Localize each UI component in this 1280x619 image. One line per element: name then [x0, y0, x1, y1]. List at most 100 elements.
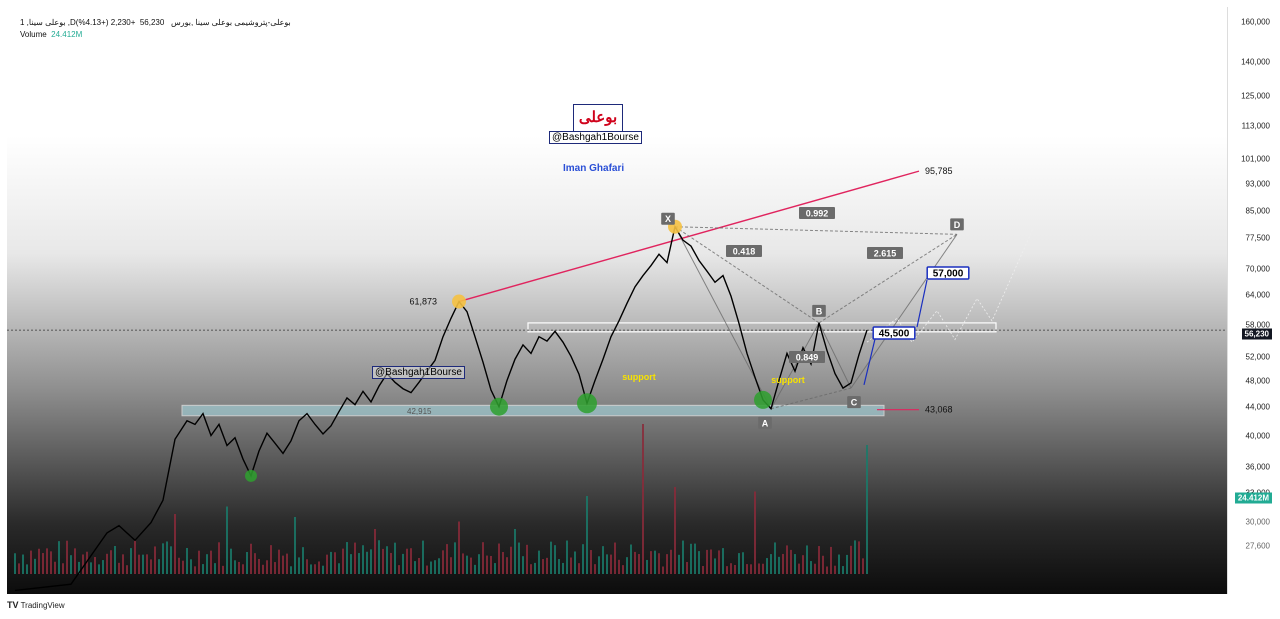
- handle-watermark-bottom: @Bashgah1Bourse: [372, 366, 465, 379]
- volume-bar: [474, 564, 476, 574]
- price-tick-label: 44,000: [1245, 402, 1270, 412]
- volume-bar: [102, 560, 104, 574]
- volume-bar: [738, 553, 740, 574]
- volume-bar: [782, 553, 784, 574]
- volume-bar: [150, 559, 152, 574]
- pivot-low-marker: [577, 393, 597, 414]
- volume-bar: [630, 544, 632, 574]
- volume-bar: [250, 543, 252, 574]
- vertex-a-label: A: [762, 418, 769, 428]
- volume-bar: [154, 546, 156, 574]
- volume-bar: [146, 554, 148, 574]
- support-label-right: support: [771, 375, 805, 385]
- volume-bar: [70, 555, 72, 574]
- ratio-bd-label-box: [867, 247, 903, 259]
- volume-bar: [198, 550, 200, 574]
- symbol-row: 1 ,بوعلی سینا ,Dبوعلی-پتروشیمی بوعلی سین…: [20, 17, 291, 29]
- volume-bar: [470, 557, 472, 574]
- volume-bar: [570, 557, 572, 574]
- volume-bar: [290, 566, 292, 574]
- volume-bar: [194, 566, 196, 574]
- volume-bar: [450, 557, 452, 574]
- volume-bar: [814, 563, 816, 574]
- volume-bar: [402, 553, 404, 574]
- volume-bar: [238, 561, 240, 574]
- pattern-ratio-xb: [674, 226, 820, 324]
- volume-bar: [74, 548, 76, 574]
- volume-bar: [690, 543, 692, 574]
- tradingview-brand[interactable]: TradingView: [20, 601, 65, 610]
- volume-bar: [770, 554, 772, 574]
- volume-bar: [746, 564, 748, 574]
- price-axis[interactable]: 160,000 140,000 125,000 113,000 101,000 93,00…: [1227, 7, 1274, 594]
- volume-bar: [726, 566, 728, 574]
- volume-bar: [518, 542, 520, 574]
- support-label-left: support: [622, 372, 656, 382]
- symbol-name[interactable]: 1 ,بوعلی سینا ,Dبوعلی-پتروشیمی بوعلی سین…: [20, 18, 291, 27]
- volume-bar: [634, 551, 636, 574]
- tradingview-logo: TV: [7, 600, 19, 610]
- volume-bar: [666, 554, 668, 574]
- volume-bar: [566, 540, 568, 574]
- volume-bar: [734, 564, 736, 574]
- volume-bar: [490, 555, 492, 574]
- volume-bar: [758, 563, 760, 574]
- volume-bar: [306, 559, 308, 574]
- volume-bar: [722, 548, 724, 574]
- volume-bar: [394, 542, 396, 574]
- volume-bar: [546, 557, 548, 574]
- volume-bar: [34, 558, 36, 574]
- volume-bar: [718, 550, 720, 574]
- volume-bar: [506, 557, 508, 574]
- volume-bar: [494, 563, 496, 574]
- volume-bar: [174, 514, 176, 574]
- volume-bar: [346, 542, 348, 574]
- volume-bar: [702, 565, 704, 574]
- volume-bar: [806, 545, 808, 574]
- volume-bar: [342, 548, 344, 574]
- volume-bar: [398, 565, 400, 574]
- last-price: 56,230: [139, 18, 165, 27]
- volume-bar: [710, 549, 712, 574]
- volume-bar: [454, 542, 456, 574]
- volume-bar: [166, 541, 168, 574]
- volume-bar: [118, 562, 120, 574]
- volume-bar: [370, 549, 372, 574]
- volume-bar: [358, 553, 360, 574]
- volume-bar: [766, 558, 768, 574]
- volume-bar: [190, 559, 192, 574]
- volume-bar: [658, 553, 660, 574]
- volume-bar: [682, 540, 684, 574]
- volume-bar: [602, 546, 604, 574]
- volume-bar: [86, 551, 88, 574]
- volume-bar: [210, 550, 212, 574]
- volume-bar: [610, 554, 612, 574]
- ratio-xb-label-box: [726, 245, 762, 257]
- volume-bar: [286, 553, 288, 574]
- volume-bar: [318, 561, 320, 574]
- volume-bar: [578, 563, 580, 574]
- target-1-pointer: [916, 279, 928, 328]
- volume-bar: [386, 546, 388, 574]
- pivot-low-marker: [245, 469, 257, 482]
- volume-bar: [378, 540, 380, 574]
- volume-bar: [458, 521, 460, 574]
- price-line: [14, 224, 868, 592]
- volume-bar: [186, 547, 188, 574]
- volume-bar: [90, 562, 92, 574]
- volume-bar: [786, 545, 788, 574]
- volume-bar: [98, 564, 100, 574]
- volume-bar: [294, 517, 296, 574]
- chart-area[interactable]: X A B C D 0.418 0.992 2.615 0.849 57,000 45,500 95,…: [7, 7, 1227, 594]
- volume-bar: [282, 555, 284, 574]
- volume-bar: [790, 549, 792, 574]
- resistance-zone: [527, 322, 997, 333]
- pattern-leg-bc: [818, 322, 852, 389]
- ratio-ac-label-box: [789, 351, 825, 363]
- volume-bar: [498, 543, 500, 574]
- symbol-legend: 1 ,بوعلی سینا ,Dبوعلی-پتروشیمی بوعلی سین…: [20, 17, 291, 41]
- volume-bar: [810, 561, 812, 574]
- volume-bar: [314, 564, 316, 574]
- volume-bar: [674, 487, 676, 574]
- price-tick-label: 93,000: [1245, 179, 1270, 189]
